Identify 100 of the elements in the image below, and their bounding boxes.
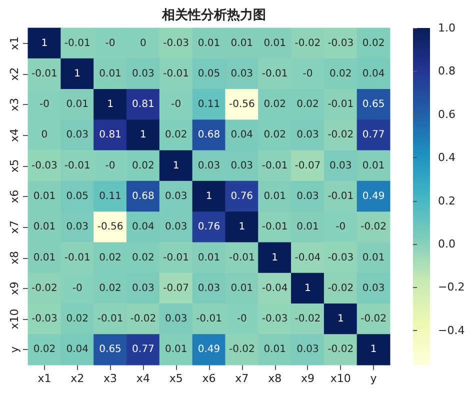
data-label: 0.03 bbox=[198, 282, 220, 294]
data-label: 1 bbox=[272, 252, 278, 264]
data-label: 0.01 bbox=[362, 252, 385, 264]
data-label: 0.03 bbox=[66, 222, 88, 233]
data-label: 0.02 bbox=[66, 314, 88, 325]
data-label: 0.49 bbox=[198, 344, 220, 356]
data-label: 0.01 bbox=[230, 282, 254, 294]
data-label: -0.01 bbox=[228, 252, 255, 264]
data-label: 0.01 bbox=[33, 191, 56, 202]
data-label: 0.01 bbox=[99, 68, 122, 80]
data-label: -0.02 bbox=[360, 222, 386, 233]
data-label: -0.02 bbox=[294, 38, 321, 49]
data-label: 0.05 bbox=[198, 68, 220, 80]
data-label: 0.03 bbox=[132, 68, 154, 80]
data-label: 1 bbox=[74, 68, 81, 80]
data-label: 0.81 bbox=[99, 130, 122, 141]
data-label: 0.03 bbox=[362, 282, 385, 294]
data-label: 0.04 bbox=[132, 222, 154, 233]
data-label: 0.11 bbox=[198, 99, 220, 110]
data-label: 0.01 bbox=[66, 99, 88, 110]
data-label: 0.03 bbox=[164, 191, 188, 202]
data-label: -0.02 bbox=[328, 130, 354, 141]
data-label: 0.03 bbox=[330, 160, 352, 172]
x-tick-label: x5 bbox=[169, 372, 183, 385]
color-bar-label: −0.4 bbox=[438, 324, 465, 337]
x-tick-label: x6 bbox=[202, 372, 216, 385]
data-label: 0.02 bbox=[164, 130, 188, 141]
data-label: -0.02 bbox=[328, 344, 354, 356]
color-bar-label: 1.0 bbox=[438, 22, 456, 34]
data-label: 1 bbox=[140, 130, 146, 141]
data-label: 0.02 bbox=[264, 130, 286, 141]
data-label: 0.01 bbox=[230, 38, 254, 49]
data-label: 1 bbox=[206, 191, 212, 202]
data-label: -0 bbox=[105, 160, 116, 172]
data-label: -0.01 bbox=[97, 314, 124, 325]
data-label: -0.02 bbox=[32, 282, 58, 294]
y-tick-label: x7 bbox=[8, 220, 21, 234]
data-label: 1 bbox=[304, 282, 311, 294]
data-label: -0.01 bbox=[64, 38, 90, 49]
data-label: -0.02 bbox=[360, 314, 386, 325]
data-label: 0.01 bbox=[33, 252, 56, 264]
data-label: 0.02 bbox=[99, 252, 122, 264]
data-label: 0.03 bbox=[164, 314, 188, 325]
data-label: -0.01 bbox=[262, 222, 288, 233]
data-label: -0.01 bbox=[328, 99, 354, 110]
data-label: -0 bbox=[171, 99, 182, 110]
y-tick-label: x4 bbox=[8, 128, 21, 142]
data-label: -0.02 bbox=[328, 282, 354, 294]
color-bar-label: 0.2 bbox=[438, 194, 456, 208]
data-label: -0.03 bbox=[32, 314, 58, 325]
data-label: 0.81 bbox=[132, 99, 154, 110]
data-label: 1 bbox=[172, 160, 180, 172]
data-label: -0.02 bbox=[228, 344, 255, 356]
data-label: -0.03 bbox=[163, 38, 190, 49]
data-label: -0.07 bbox=[294, 160, 321, 172]
data-label: -0 bbox=[236, 314, 247, 325]
data-label: 0.77 bbox=[132, 344, 154, 356]
data-label: 0 bbox=[140, 38, 146, 49]
data-label: 0.11 bbox=[99, 191, 122, 202]
data-label: -0 bbox=[72, 282, 82, 294]
data-label: 0.68 bbox=[132, 191, 154, 202]
data-label: 0.03 bbox=[164, 222, 188, 233]
y-tick-label: x1 bbox=[8, 36, 21, 50]
data-label: -0.03 bbox=[262, 314, 288, 325]
data-label: 0.49 bbox=[362, 191, 385, 202]
data-label: 0.03 bbox=[198, 160, 220, 172]
y-tick-label: x9 bbox=[8, 282, 21, 296]
color-bar-label: −0.2 bbox=[438, 280, 465, 294]
data-label: 0.03 bbox=[296, 130, 319, 141]
data-label: 1 bbox=[337, 314, 344, 325]
x-tick-label: x1 bbox=[38, 372, 52, 385]
x-tick-label: y bbox=[370, 372, 378, 385]
color-bar-label: 0.6 bbox=[438, 108, 456, 121]
data-label: -0.07 bbox=[163, 282, 190, 294]
data-label: 0 bbox=[41, 130, 48, 141]
data-label: 0.65 bbox=[362, 99, 385, 110]
y-tick-label: x6 bbox=[8, 190, 21, 204]
data-label: -0.03 bbox=[32, 160, 58, 172]
data-label: 0.01 bbox=[264, 38, 286, 49]
data-label: 0.76 bbox=[230, 191, 254, 202]
data-label: 0.04 bbox=[362, 68, 385, 80]
x-tick-label: x2 bbox=[70, 372, 84, 385]
data-label: 0.01 bbox=[164, 344, 188, 356]
data-label: -0.01 bbox=[262, 68, 288, 80]
y-tick-label: x2 bbox=[8, 67, 21, 81]
data-label: -0.01 bbox=[64, 252, 90, 264]
data-label: -0.02 bbox=[130, 314, 156, 325]
color-bar-label: 0.8 bbox=[438, 64, 456, 78]
chart-title: 相关性分析热力图 bbox=[161, 7, 266, 23]
data-label: 0.01 bbox=[264, 191, 286, 202]
color-bar-label: 0.4 bbox=[438, 151, 456, 164]
data-label: -0.01 bbox=[163, 252, 190, 264]
data-label: -0.01 bbox=[163, 68, 190, 80]
data-label: 0.03 bbox=[66, 130, 88, 141]
data-label: 0.03 bbox=[230, 68, 254, 80]
data-label: 0.02 bbox=[33, 344, 56, 356]
data-label: -0.56 bbox=[228, 99, 255, 110]
data-label: 0.03 bbox=[296, 344, 319, 356]
y-tick-label: x3 bbox=[8, 98, 21, 112]
data-label: -0.01 bbox=[328, 191, 354, 202]
